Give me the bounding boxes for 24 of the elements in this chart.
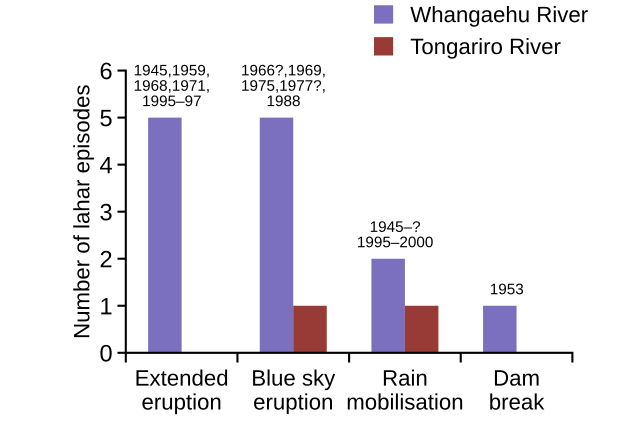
bar [293, 306, 327, 353]
annotation: 1945–? 1995–2000 [358, 221, 433, 248]
x-tick-label: Rain mobilisation [348, 369, 462, 410]
bar [404, 306, 438, 353]
bar [483, 306, 517, 353]
annotation: 1953 [490, 284, 524, 294]
y-tick-label: 6 [100, 62, 112, 80]
annotation: 1966?,1969, 1975,1977?, 1988 [242, 64, 325, 106]
bar [260, 118, 294, 353]
x-tick-label: Extended eruption [136, 369, 228, 414]
x-tick-label: Dam break [490, 370, 544, 410]
y-tick-label: 2 [100, 250, 112, 268]
y-tick-label: 1 [101, 298, 112, 314]
legend-label: Tongariro River [410, 38, 561, 59]
legend-label: Whangaehu River [410, 6, 588, 27]
annotation: 1945,1959, 1968,1971, 1995–97 [134, 64, 209, 106]
y-tick-label: 4 [100, 156, 112, 174]
y-tick-label: 5 [100, 110, 112, 126]
y-axis-title: Number of lahar episodes [73, 85, 94, 338]
x-tick-label: Blue sky eruption [253, 369, 336, 414]
y-tick-label: 3 [100, 204, 112, 220]
bar [371, 258, 405, 353]
bar [148, 118, 182, 353]
y-tick-label: 0 [100, 344, 112, 362]
